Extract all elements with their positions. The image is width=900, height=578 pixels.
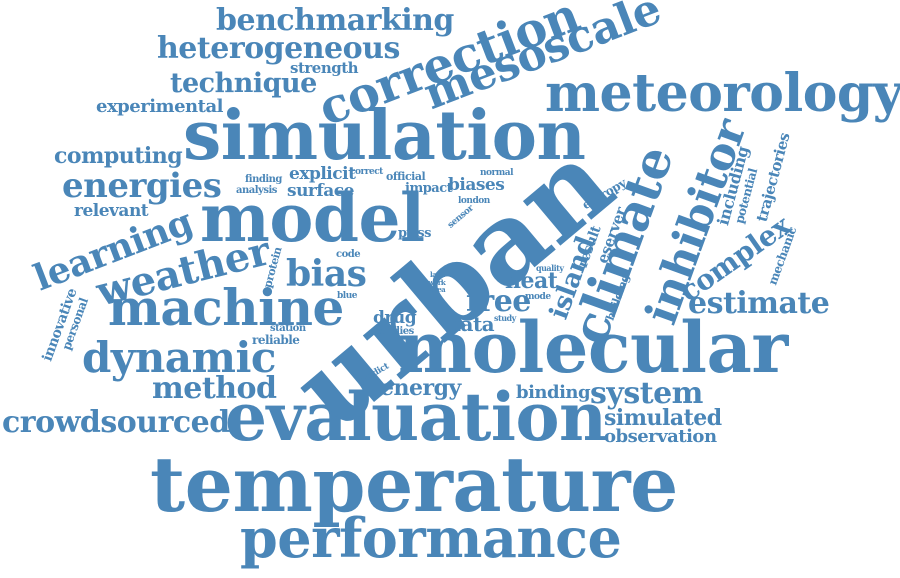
word-study: study — [494, 313, 516, 323]
word-system: system — [590, 376, 703, 411]
word-relevant: relevant — [74, 201, 149, 221]
word-temperature: temperature — [150, 440, 678, 529]
word-finding: finding — [245, 174, 282, 185]
word-technique: technique — [170, 68, 317, 99]
word-pwss: pwss — [398, 226, 431, 241]
word-lack: lack — [430, 270, 445, 279]
word-experimental: experimental — [96, 96, 223, 117]
word-energy: energy — [380, 375, 461, 401]
word-code: code — [336, 249, 361, 260]
word-molecular: molecular — [398, 306, 788, 389]
word-official: official — [386, 170, 426, 183]
word-blue: blue — [337, 291, 357, 301]
word-free: free — [466, 284, 531, 319]
word-simulated: simulated — [604, 405, 722, 431]
word-quality: quality — [536, 263, 564, 273]
word-trajectories: trajectories — [752, 131, 794, 224]
word-mode: mode — [525, 292, 551, 302]
word-analysis: analysis — [236, 185, 277, 196]
word-estimate: estimate — [688, 286, 830, 321]
word-binding: binding — [516, 382, 591, 403]
word-biases: biases — [448, 175, 505, 195]
word-surface: surface — [287, 181, 354, 201]
word-studies: studies — [377, 326, 414, 337]
word-machine: machine — [108, 278, 344, 337]
word-heterogeneous: heterogeneous — [157, 31, 400, 66]
word-benchmarking: benchmarking — [216, 3, 454, 38]
word-meteorology: meteorology — [545, 63, 900, 124]
word-area: area — [430, 285, 446, 294]
word-observation: observation — [604, 426, 717, 447]
word-evaluation: evaluation — [225, 378, 607, 456]
word-london: london — [458, 196, 490, 206]
word-correct: correct — [350, 167, 383, 177]
word-dynamic: dynamic — [82, 333, 277, 382]
word-model: model — [200, 179, 425, 257]
word-crowdsourced: crowdsourced — [2, 405, 230, 440]
word-station: station — [270, 323, 306, 334]
word-bias: bias — [286, 253, 367, 295]
word-normal: normal — [480, 168, 514, 178]
word-work: work — [428, 278, 446, 287]
word-computing: computing — [54, 143, 183, 169]
word-method: method — [152, 371, 277, 406]
word-explicit: explicit — [289, 164, 356, 184]
word-energies: energies — [62, 166, 222, 206]
word-strength: strength — [290, 59, 359, 77]
word-impact: impact — [405, 181, 453, 196]
word-drug: drug — [373, 308, 417, 328]
word-simulation: simulation — [183, 96, 586, 176]
word-reliable: reliable — [252, 333, 300, 347]
word-data: data — [447, 312, 495, 336]
word-heat: heat — [505, 268, 558, 294]
word-performance: performance — [240, 506, 622, 570]
